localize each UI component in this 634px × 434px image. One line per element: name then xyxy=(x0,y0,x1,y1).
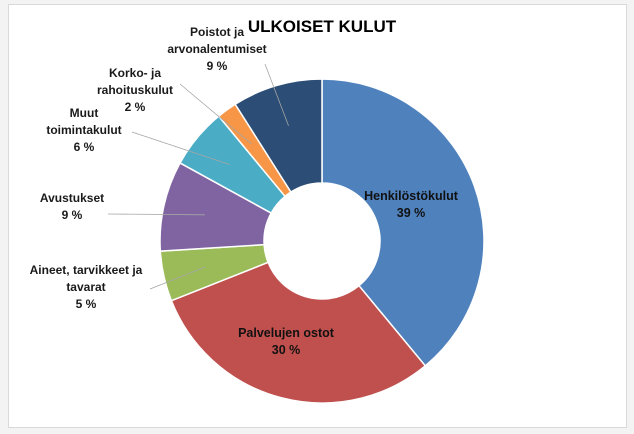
data-label-muut-toimintakulut: Muut toimintakulut 6 % xyxy=(46,106,121,154)
leader-line-avustukset xyxy=(107,213,205,216)
data-label-henkilostokulut: Henkilöstökulut 39 % xyxy=(364,189,459,220)
data-label-korko-ja-rahoituskulut: Korko- ja rahoituskulut 2 % xyxy=(97,66,173,114)
leader-line-aineet-tarvikkeet-ja-tavarat xyxy=(149,266,206,290)
data-label-poistot-ja-arvonalentumiset: Poistot ja arvonalentumiset 9 % xyxy=(167,25,266,73)
leader-line-korko-ja-rahoituskulut xyxy=(179,83,252,145)
data-label-palvelujen-ostot: Palvelujen ostot 30 % xyxy=(238,326,335,357)
data-label-aineet-tarvikkeet-ja-tavarat: Aineet, tarvikkeet ja tavarat 5 % xyxy=(30,263,143,311)
slice-poistot-ja-arvonalentumiset xyxy=(234,78,323,194)
slice-palvelujen-ostot xyxy=(170,261,427,404)
slice-henkilostokulut xyxy=(321,78,485,367)
data-label-avustukset: Avustukset 9 % xyxy=(40,191,104,222)
leader-line-poistot-ja-arvonalentumiset xyxy=(264,63,289,126)
leader-line-muut-toimintakulut xyxy=(131,131,230,165)
chart-title: ULKOISET KULUT xyxy=(248,17,397,36)
